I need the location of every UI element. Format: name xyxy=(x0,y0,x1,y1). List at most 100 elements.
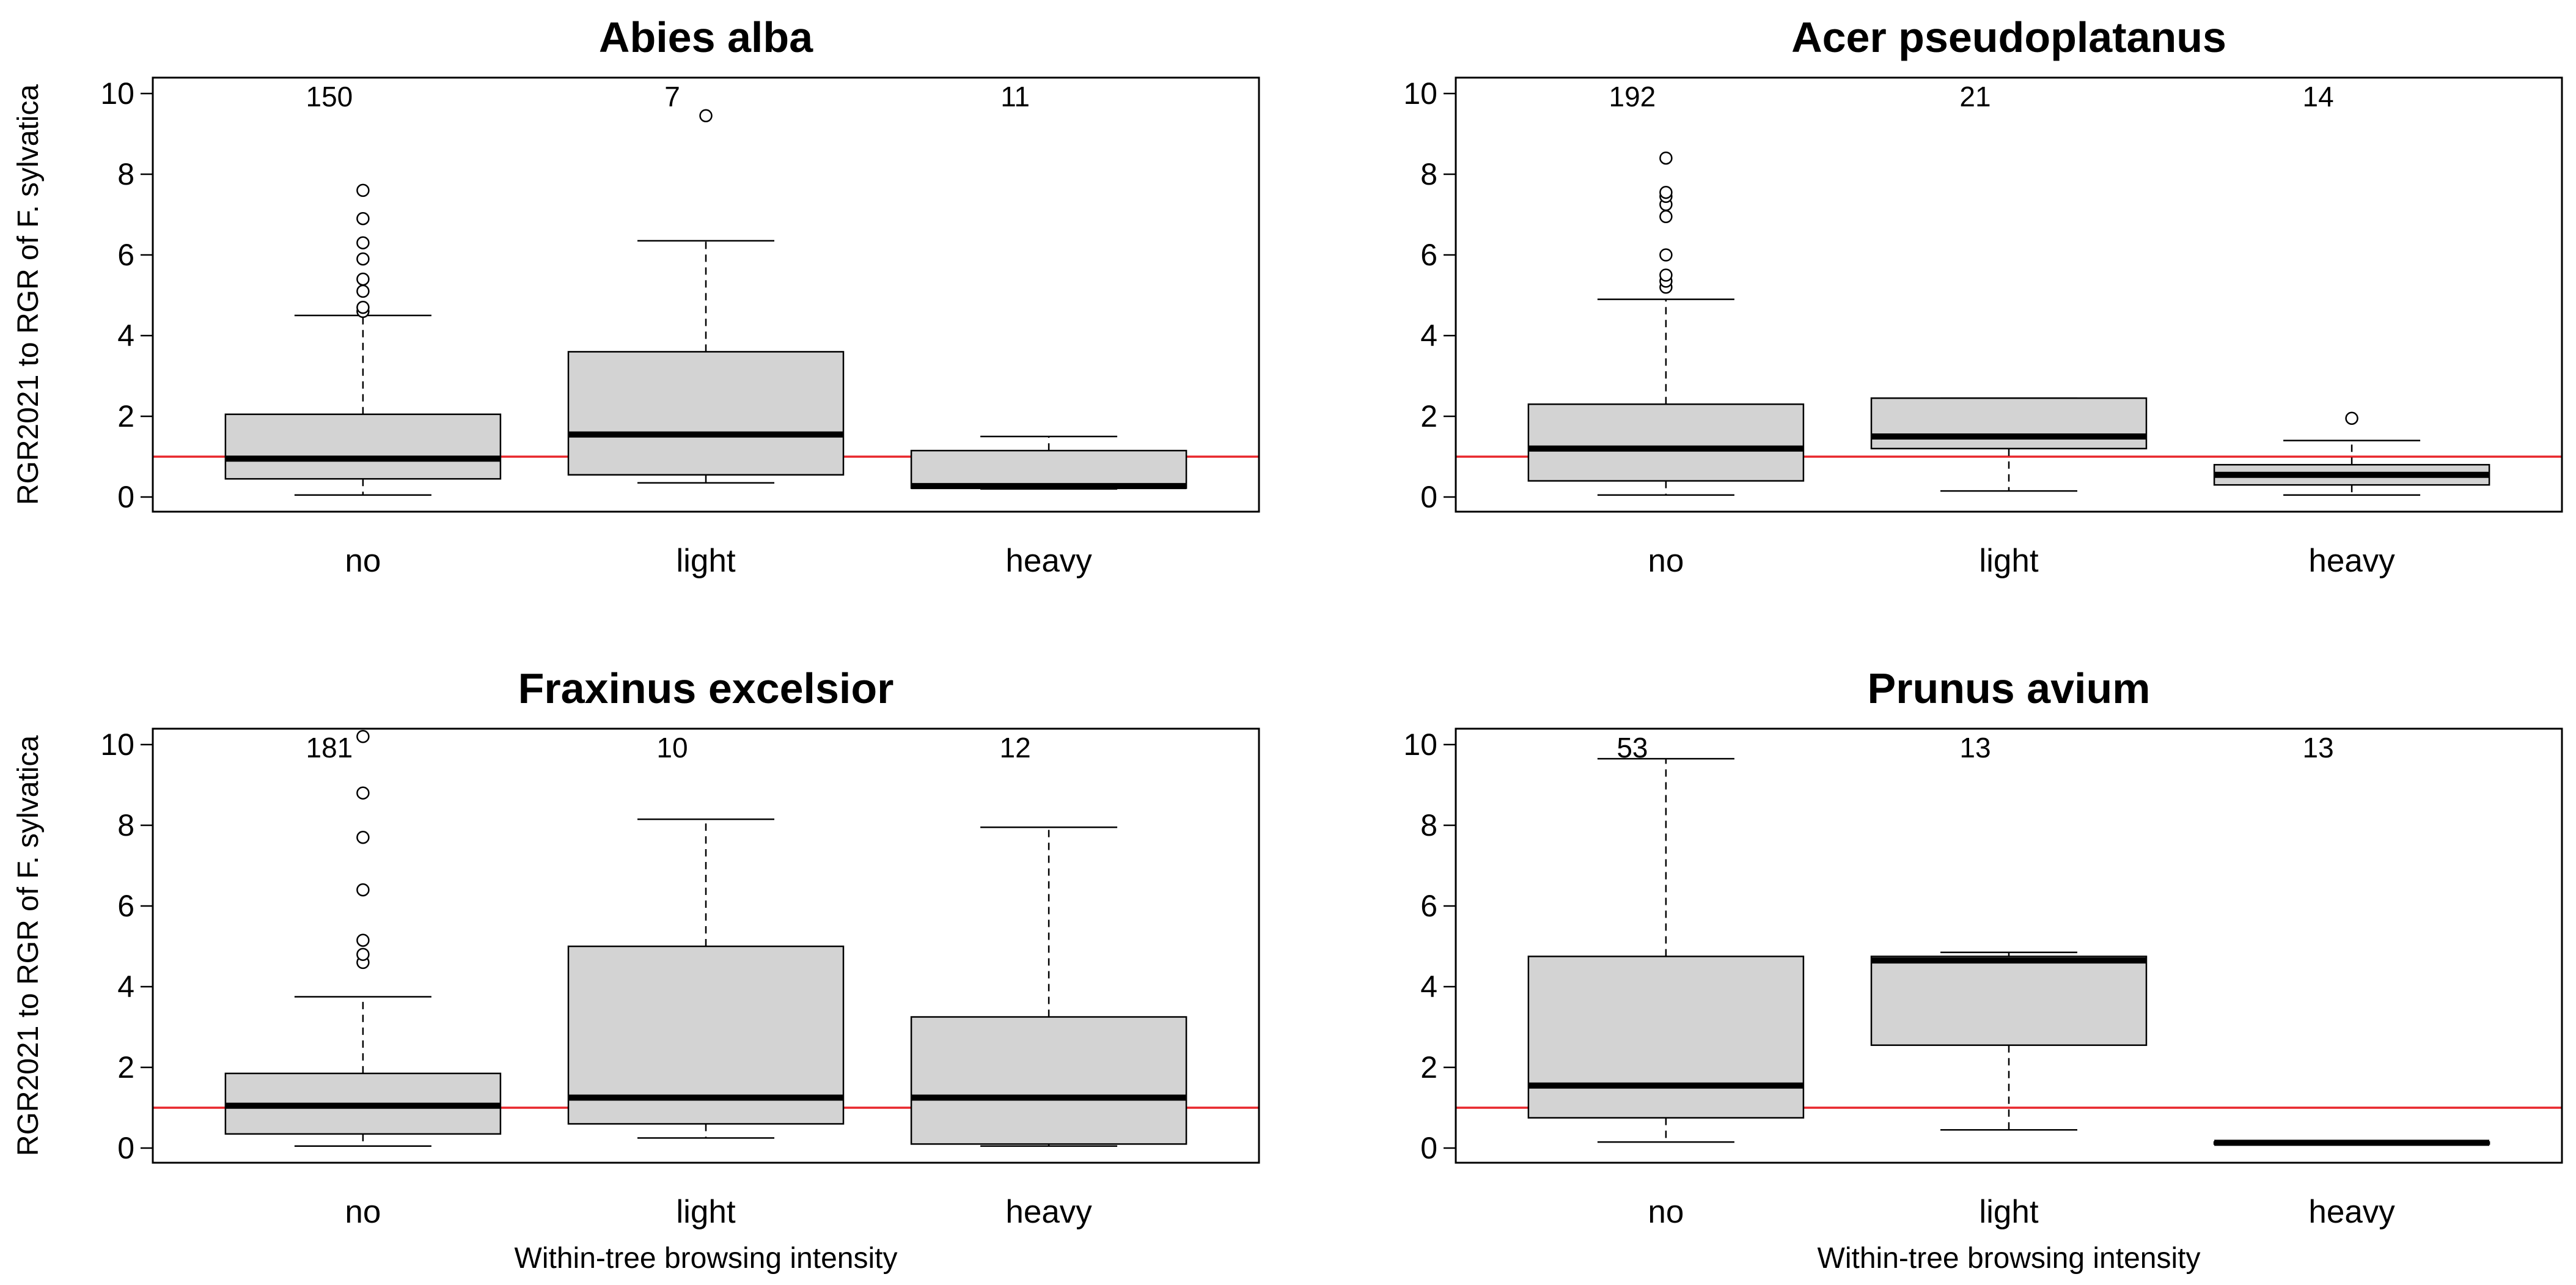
box-group: 12 heavy xyxy=(910,732,1187,1230)
sample-size-label: 150 xyxy=(306,81,353,112)
box-group: 11 heavy xyxy=(910,81,1187,579)
x-category-label: no xyxy=(345,543,381,579)
x-category-label: heavy xyxy=(2308,1194,2395,1230)
plot-frame xyxy=(1455,76,2563,513)
y-tick-label: 2 xyxy=(117,399,134,433)
plot-frame xyxy=(152,727,1260,1164)
y-tick-label: 2 xyxy=(117,1050,134,1084)
y-tick-label: 10 xyxy=(1403,76,1437,111)
outlier-point xyxy=(356,301,370,314)
iqr-box xyxy=(910,1016,1187,1145)
chart-panel: Fraxinus excelsior 0 2 4 6 8 10 RGR2021 to RGR … xyxy=(12,665,1260,1275)
iqr-box xyxy=(910,449,1187,489)
box-group: 192 no xyxy=(1527,81,1805,579)
y-tick-label: 10 xyxy=(100,727,134,762)
box-group: 150 no xyxy=(224,81,502,579)
iqr-box xyxy=(567,351,845,476)
y-tick-label: 0 xyxy=(117,1131,134,1165)
outlier-point xyxy=(1659,210,1673,224)
sample-size-label: 11 xyxy=(1000,81,1030,112)
y-axis-label: RGR2021 to RGR of F. sylvatica xyxy=(12,84,45,506)
chart-title: Prunus avium xyxy=(1868,665,2151,712)
sample-size-label: 192 xyxy=(1609,81,1656,112)
chart-title: Acer pseudoplatanus xyxy=(1791,13,2226,61)
outlier-point xyxy=(356,786,370,800)
iqr-box xyxy=(1527,955,1805,1119)
box-group: 14 heavy xyxy=(2213,81,2490,579)
box-group: 10 light xyxy=(567,732,845,1230)
x-axis-label: Within-tree browsing intensity xyxy=(1818,1242,2201,1275)
plot-frame xyxy=(152,76,1260,513)
chart-panel: Abies alba 0 2 4 6 8 10 RGR2021 to RGR of F. sy… xyxy=(12,13,1260,579)
iqr-box xyxy=(567,945,845,1125)
outlier-point xyxy=(1659,185,1673,199)
sample-size-label: 7 xyxy=(664,81,680,112)
y-tick-label: 4 xyxy=(1420,318,1437,353)
outlier-point xyxy=(2345,411,2358,425)
box-group: 21 light xyxy=(1870,81,2148,579)
outlier-point xyxy=(356,730,370,743)
y-tick-label: 6 xyxy=(117,238,134,272)
y-tick-label: 8 xyxy=(1420,157,1437,191)
y-tick-label: 0 xyxy=(117,480,134,514)
y-tick-label: 4 xyxy=(1420,970,1437,1004)
iqr-box xyxy=(224,413,502,480)
iqr-box xyxy=(1870,397,2148,450)
sample-size-label: 12 xyxy=(1000,732,1031,764)
y-axis-label: RGR2021 to RGR of F. sylvatica xyxy=(12,735,45,1157)
plot-frame xyxy=(1455,727,2563,1164)
x-category-label: no xyxy=(1648,543,1684,579)
x-category-label: heavy xyxy=(2308,543,2395,579)
outlier-point xyxy=(356,933,370,947)
x-axis-label: Within-tree browsing intensity xyxy=(515,1242,898,1275)
y-tick-label: 8 xyxy=(117,808,134,842)
y-tick-label: 8 xyxy=(117,157,134,191)
outlier-point xyxy=(356,183,370,197)
chart-title: Fraxinus excelsior xyxy=(518,665,894,712)
outlier-point xyxy=(1659,151,1673,165)
y-tick-label: 2 xyxy=(1420,1050,1437,1084)
y-tick-label: 6 xyxy=(117,889,134,923)
y-tick-label: 10 xyxy=(1403,727,1437,762)
box-group: 181 no xyxy=(224,730,502,1230)
y-tick-label: 0 xyxy=(1420,480,1437,514)
x-category-label: no xyxy=(1648,1194,1684,1230)
sample-size-label: 14 xyxy=(2303,81,2334,112)
sample-size-label: 13 xyxy=(2303,732,2334,764)
x-category-label: light xyxy=(676,1194,736,1230)
sample-size-label: 13 xyxy=(1959,732,1991,764)
outlier-point xyxy=(356,948,370,961)
y-tick-label: 4 xyxy=(117,318,134,353)
sample-size-label: 181 xyxy=(306,732,353,764)
outlier-point xyxy=(356,252,370,266)
box-group: 13 heavy xyxy=(2213,732,2490,1230)
iqr-box xyxy=(1870,955,2148,1046)
outlier-point xyxy=(356,236,370,249)
box-group: 13 light xyxy=(1870,732,2148,1230)
x-category-label: light xyxy=(1979,543,2039,579)
outlier-point xyxy=(356,883,370,897)
y-tick-label: 4 xyxy=(117,970,134,1004)
y-tick-label: 0 xyxy=(1420,1131,1437,1165)
outlier-point xyxy=(356,831,370,844)
y-tick-label: 10 xyxy=(100,76,134,111)
y-tick-label: 8 xyxy=(1420,808,1437,842)
iqr-box xyxy=(1527,403,1805,482)
chart-panel: Prunus avium 0 2 4 6 8 10 53 no 13 light 13 heavy Wit… xyxy=(1403,665,2563,1275)
outlier-point xyxy=(699,109,713,123)
y-tick-label: 2 xyxy=(1420,399,1437,433)
outlier-point xyxy=(1659,268,1673,282)
outlier-point xyxy=(356,284,370,298)
sample-size-label: 10 xyxy=(656,732,688,764)
x-category-label: no xyxy=(345,1194,381,1230)
sample-size-label: 53 xyxy=(1616,732,1648,764)
y-tick-label: 6 xyxy=(1420,889,1437,923)
outlier-point xyxy=(356,272,370,286)
box-group: 53 no xyxy=(1527,732,1805,1230)
chart-title: Abies alba xyxy=(599,13,813,61)
outlier-point xyxy=(356,212,370,226)
x-category-label: light xyxy=(1979,1194,2039,1230)
sample-size-label: 21 xyxy=(1959,81,1991,112)
outlier-point xyxy=(1659,248,1673,262)
